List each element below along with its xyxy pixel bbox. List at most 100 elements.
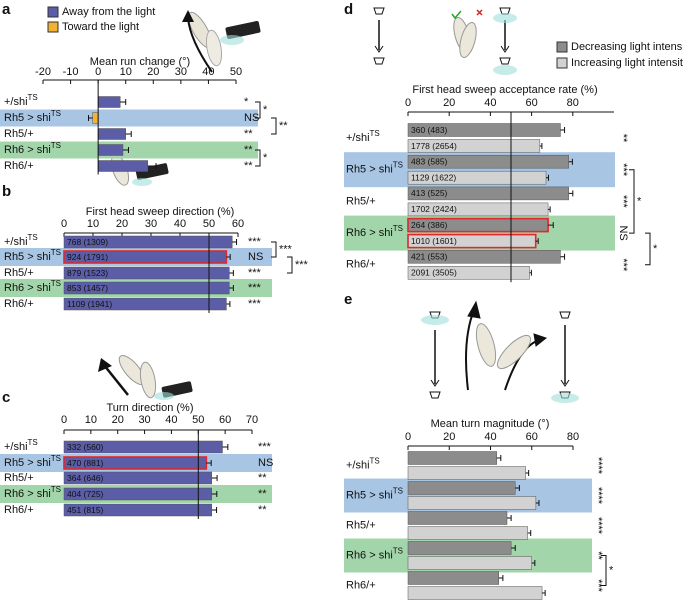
comparison-label: *** [279,243,293,255]
error-bar [147,163,157,169]
category-label: Rh5/+ [4,472,34,484]
bar [407,496,537,510]
x-tick-label: 20 [116,218,128,230]
x-tick-label: 80 [567,97,579,109]
category-label: Rh5 > shiTS [346,161,403,176]
legend-swatch [47,21,59,33]
category-label: Rh5/+ [346,519,376,531]
bar [407,481,516,495]
error-bar [226,301,231,307]
error-bar [511,545,516,551]
error-bar [535,238,539,245]
x-tick-label: 40 [174,218,186,230]
category-label: Rh6/+ [346,579,376,591]
comparison-label: * [263,152,268,164]
n-label: 1129 (1622) [411,172,456,182]
significance: NS [248,251,263,263]
n-label: 451 (815) [67,505,104,515]
bar [407,511,508,525]
legend-label: Toward the light [62,21,139,33]
bar [92,112,99,124]
category-superscript: TS [393,487,403,496]
x-tick-label: 50 [192,414,204,426]
significance: NS [258,457,273,469]
icon-d [373,7,517,75]
comparison-bracket [629,169,635,234]
category-superscript: TS [28,438,38,447]
axis-title: Mean turn magnitude (°) [431,418,550,430]
x-tick-label: 40 [202,66,214,78]
error-bar [531,560,536,566]
category-label: +/shiTS [346,129,380,144]
significance: *** [248,282,262,294]
n-label: 360 (483) [411,125,448,135]
n-label: 924 (1791) [67,252,108,262]
category-label: +/shiTS [4,233,38,248]
panel-label: d [344,1,353,18]
x-tick-label: 10 [87,218,99,230]
comparison-bracket [271,241,277,258]
error-bar [87,115,93,121]
panel-label: a [2,1,11,18]
category-superscript: TS [393,547,403,556]
category-label: Rh5 > shiTS [346,487,403,502]
error-bar [546,174,549,181]
error-bar [122,147,129,153]
category-label: Rh6 > shiTS [4,485,61,500]
x-tick-label: 60 [232,218,244,230]
significance: ** [617,134,629,143]
category-label: Rh6 > shiTS [346,547,403,562]
row-highlight [0,109,258,127]
category-superscript: TS [28,233,38,242]
comparison-label: * [653,243,658,255]
significance: *** [617,195,629,209]
error-bar [229,285,234,291]
x-tick-label: 60 [525,97,537,109]
error-bar [232,239,238,245]
error-bar [568,158,573,165]
category-label: Rh6 > shiTS [4,279,61,294]
n-label: 404 (725) [67,489,104,499]
error-bar [535,500,540,506]
x-tick-label: 40 [165,414,177,426]
error-bar [542,590,546,596]
n-label: 332 (560) [67,442,104,452]
category-label: Rh6/+ [346,259,376,271]
category-label: Rh6/+ [4,298,34,310]
category-label: Rh6 > shiTS [346,224,403,239]
comparison-label: * [637,195,642,207]
significance: ** [258,488,267,500]
comparison-bracket [645,232,651,266]
comparison-label: ** [279,120,288,132]
significance: *** [248,236,262,248]
x-tick-label: 50 [203,218,215,230]
bar [407,451,497,465]
category-label: +/shiTS [4,93,38,108]
x-tick-label: 30 [145,218,157,230]
error-bar [568,190,574,197]
x-tick-label: 60 [219,414,231,426]
category-superscript: TS [51,248,61,257]
significance: ** [244,160,253,172]
significance: *** [248,267,262,279]
category-superscript: TS [51,279,61,288]
legend-label: Away from the light [62,6,155,18]
n-label: 483 (585) [411,156,448,166]
significance: ** [258,472,267,484]
comparison-bracket [271,117,277,135]
category-superscript: TS [393,161,403,170]
bar [97,144,124,156]
n-label: 421 (553) [411,252,448,262]
legend-swatch [556,41,568,53]
category-superscript: TS [51,485,61,494]
x-tick-label: 0 [61,218,67,230]
significance: ** [244,128,253,140]
significance: *** [248,298,262,310]
x-tick-label: 30 [138,414,150,426]
bar [407,466,526,480]
significance: * [244,96,249,108]
x-tick-label: 0 [405,97,411,109]
x-tick-label: -20 [35,66,51,78]
row-highlight [0,141,258,159]
significance: *** [617,163,629,177]
